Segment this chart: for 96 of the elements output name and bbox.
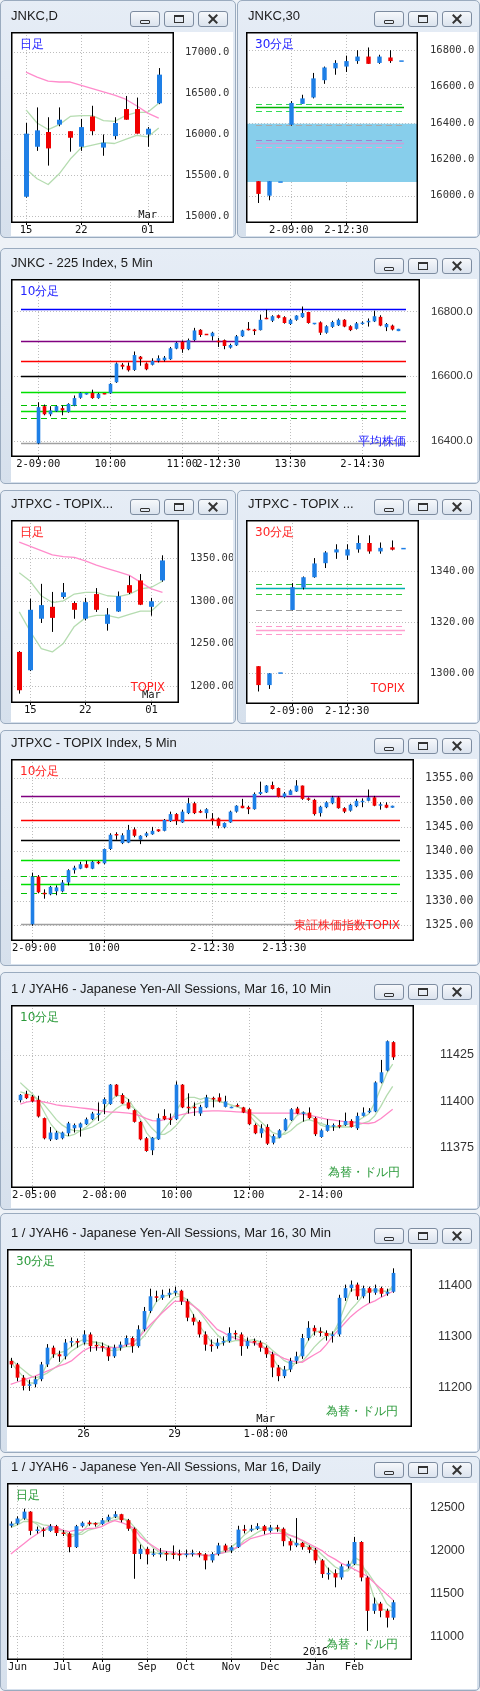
x-tick-label: 29 [168, 1426, 181, 1439]
annotation: 為替・ドル円 [326, 1404, 398, 1419]
y-tick-label: 1320.00 [430, 614, 475, 627]
x-tick-label: Jul [53, 1659, 73, 1672]
y-tick-label: 1330.00 [425, 892, 474, 907]
x-tick-label: 12:00 [232, 1187, 265, 1200]
chart-subtitle: 30分足 [255, 525, 295, 540]
chart-title: JNKC,30 [248, 8, 301, 24]
x-tick-label: Aug [92, 1659, 112, 1672]
y-tick-label: 1300.00 [430, 666, 475, 679]
y-tick-label: 16800.0 [431, 304, 473, 317]
y-tick-label: 1200.00 [190, 678, 235, 691]
x-tick-label: Mar 01 [138, 208, 158, 235]
chart-subtitle: 30分足 [255, 37, 295, 52]
x-tick-label: 10:00 [94, 456, 127, 469]
annotation: 東証株価指数TOPIX [293, 918, 401, 933]
y-tick-label: 1350.00 [190, 551, 235, 564]
y-tick-label: 17000.0 [185, 45, 230, 58]
chart-subtitle: 日足 [16, 1488, 40, 1503]
chart-title: 1 / JYAH6 - Japanese Yen-All Sessions, Mar 16, 30 Min [11, 1225, 331, 1241]
y-tick-label: 11375 [440, 1139, 474, 1154]
x-tick-label: Oct [176, 1659, 196, 1672]
chart-subtitle: 30分足 [16, 1254, 56, 1269]
x-tick-label: 2-12:30 [324, 222, 369, 235]
x-tick-label: 2-09:00 [16, 456, 61, 469]
y-tick-label: 1335.00 [425, 868, 474, 883]
x-tick-label: Mar 1-08:00 [243, 1412, 288, 1439]
x-tick-label: Nov [221, 1659, 241, 1672]
y-tick-label: 1340.00 [430, 563, 475, 576]
annotation: 為替・ドル円 [326, 1637, 398, 1652]
x-tick-label: 2-14:30 [340, 456, 385, 469]
x-tick-label: 2-12:30 [324, 703, 370, 716]
y-tick-label: 16000.0 [430, 188, 475, 201]
y-tick-label: 11425 [440, 1047, 474, 1062]
x-tick-label: 13:30 [274, 456, 307, 469]
y-tick-label: 11400 [438, 1278, 472, 1293]
y-tick-label: 1340.00 [425, 843, 474, 858]
y-tick-label: 11200 [438, 1379, 472, 1394]
x-tick-label: 2-09:00 [11, 940, 57, 953]
y-tick-label: 1325.00 [425, 917, 474, 932]
y-tick-label: 11400 [440, 1093, 474, 1108]
chart-title: JTPXC - TOPIX ... [248, 496, 354, 512]
chart-subtitle: 日足 [20, 525, 44, 540]
chart-title: JNKC - 225 Index, 5 Min [11, 255, 153, 271]
y-tick-label: 12000 [430, 1543, 465, 1557]
x-tick-label: 2-09:00 [269, 703, 314, 716]
text: 10分足 [20, 284, 60, 299]
y-tick-label: 11300 [438, 1328, 472, 1343]
chart-subtitle: 10分足 [20, 1010, 60, 1025]
x-tick-label: 2-12:30 [196, 456, 241, 469]
chart-title: 1 / JYAH6 - Japanese Yen-All Sessions, Mar 16, 10 Min [11, 981, 331, 997]
x-tick-label: 26 [77, 1426, 90, 1439]
y-tick-label: 15000.0 [185, 209, 230, 222]
x-tick-label: 2-12:30 [190, 940, 235, 953]
x-tick-label: Feb [344, 1659, 364, 1672]
y-tick-label: 16400.0 [431, 433, 473, 446]
x-tick-label: 2-09:00 [269, 222, 314, 235]
x-tick-label: 11:00 [166, 456, 199, 469]
x-tick-label: 22 [75, 222, 88, 235]
y-tick-label: 1355.00 [425, 769, 474, 784]
x-tick-label: 2-08:00 [82, 1187, 127, 1200]
y-tick-label: 11500 [430, 1585, 464, 1600]
x-tick-label: 2-14:00 [298, 1187, 343, 1200]
y-tick-label: 16000.0 [185, 127, 230, 140]
x-tick-label: Dec [260, 1659, 280, 1672]
y-tick-label: 16500.0 [185, 86, 230, 99]
y-tick-label: 16800.0 [430, 42, 475, 55]
y-tick-label: 12500 [430, 1500, 465, 1515]
x-tick-label: Jun [8, 1659, 27, 1672]
y-tick-label: 16600.0 [430, 79, 475, 92]
y-tick-label: 16200.0 [430, 152, 475, 165]
x-tick-label: 22 [79, 702, 92, 715]
text: 日足 [20, 37, 44, 52]
annotation: 為替・ドル円 [328, 1165, 400, 1180]
y-tick-label: 11000 [430, 1628, 464, 1643]
x-tick-label: 10:00 [160, 1187, 193, 1200]
y-tick-label: 16600.0 [431, 369, 473, 382]
chart-title: JTPXC - TOPIX Index, 5 Min [11, 735, 177, 751]
x-tick-label: Sep [137, 1659, 157, 1672]
y-tick-label: 1250.00 [190, 636, 235, 649]
chart-subtitle: 10分足 [20, 764, 60, 779]
y-tick-label: 1345.00 [425, 818, 474, 833]
chart-title: 1 / JYAH6 - Japanese Yen-All Sessions, Mar 16, Daily [11, 1459, 321, 1475]
x-tick-label: 15 [23, 702, 37, 715]
y-tick-label: 1350.00 [425, 794, 474, 809]
x-tick-label: 2-05:00 [11, 1187, 57, 1200]
x-tick-label: 15 [19, 222, 33, 235]
annotation: 平均株価 [358, 434, 406, 449]
x-tick-label: 10:00 [88, 940, 120, 953]
annotation: TOPIX [369, 681, 406, 696]
y-tick-label: 15500.0 [185, 168, 230, 181]
chart-title: JTPXC - TOPIX... [11, 496, 114, 512]
chart-title: JNKC,D [11, 8, 58, 24]
y-tick-label: 16400.0 [430, 115, 475, 128]
y-tick-label: 1300.00 [190, 593, 235, 606]
x-tick-label: 2-13:30 [262, 940, 307, 953]
